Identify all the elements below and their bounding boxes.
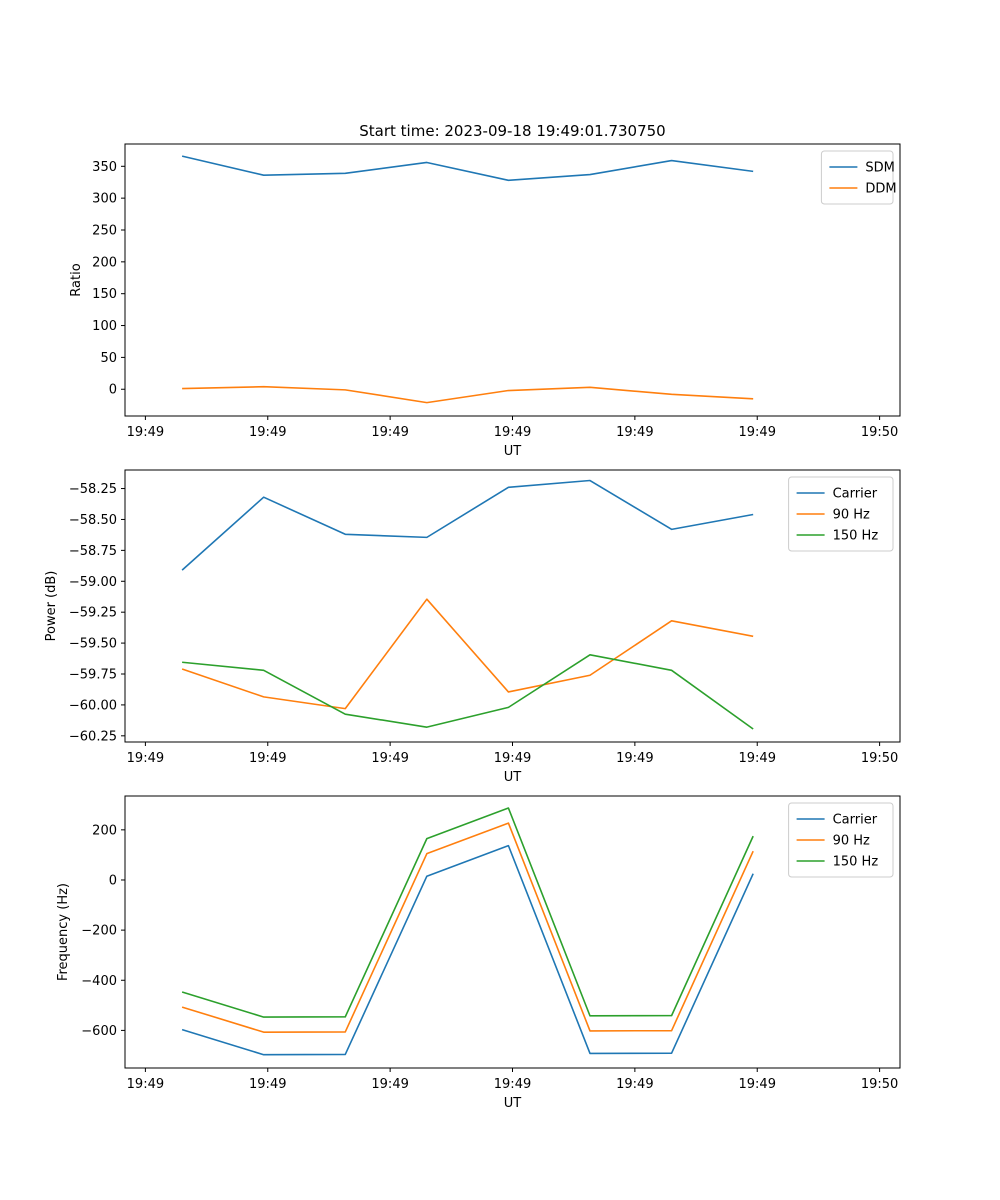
x-tick-label: 19:49 <box>739 1077 776 1092</box>
y-tick-label: −59.50 <box>69 637 117 652</box>
subplots: 19:49 19:49 19:49 19:49 19:49 19:49 19:50 0 50 10… <box>44 143 901 1111</box>
y-tick-label: −200 <box>81 924 117 939</box>
legend-label: 90 Hz <box>833 508 870 523</box>
legend-box <box>788 476 894 552</box>
x-tick-label: 19:49 <box>249 751 286 766</box>
legend-label: SDM <box>865 161 894 176</box>
y-tick-label: 200 <box>92 255 117 270</box>
x-tick-label: 19:50 <box>861 425 898 440</box>
x-tick-label: 19:49 <box>616 425 653 440</box>
series-line-90-hz <box>181 822 754 1033</box>
x-tick-label: 19:49 <box>127 1077 164 1092</box>
y-tick-label: 50 <box>100 351 117 366</box>
x-tick-label: 19:50 <box>861 751 898 766</box>
y-tick-label: −400 <box>81 974 117 989</box>
x-tick-label: 19:49 <box>494 1077 531 1092</box>
y-tick-label: −600 <box>81 1024 117 1039</box>
legend-label: 150 Hz <box>833 855 879 870</box>
axes-frame <box>124 795 901 1069</box>
y-tick-label: 300 <box>92 192 117 207</box>
y-axis-label: Frequency (Hz) <box>56 883 71 981</box>
legend-label: 90 Hz <box>833 834 870 849</box>
y-axis-label: Ratio <box>69 263 84 296</box>
legend: Carrier 90 Hz 150 Hz <box>788 802 894 878</box>
legend-label: Carrier <box>833 813 878 828</box>
x-tick-label: 19:49 <box>739 425 776 440</box>
x-tick-label: 19:49 <box>127 751 164 766</box>
figure-title: Start time: 2023-09-18 19:49:01.730750 <box>359 122 665 140</box>
y-tick-label: 0 <box>109 873 117 888</box>
legend-label: Carrier <box>833 487 878 502</box>
y-tick-label: −58.50 <box>69 513 117 528</box>
x-tick-label: 19:49 <box>371 751 408 766</box>
legend-label: 150 Hz <box>833 529 879 544</box>
y-tick-label: −59.75 <box>69 668 117 683</box>
y-tick-label: 150 <box>92 287 117 302</box>
y-tick-label: −60.00 <box>69 698 117 713</box>
y-tick-label: −59.00 <box>69 575 117 590</box>
series-line-sdm <box>181 155 754 182</box>
power-panel: 19:49 19:49 19:49 19:49 19:49 19:49 19:50 −58.2… <box>44 469 901 785</box>
x-tick-label: 19:49 <box>127 425 164 440</box>
frequency-panel: 19:49 19:49 19:49 19:49 19:49 19:49 19:50 −600 −… <box>56 795 901 1111</box>
legend-label: DDM <box>865 182 896 197</box>
y-tick-label: −58.75 <box>69 544 117 559</box>
axes-frame <box>124 143 901 417</box>
x-tick-label: 19:49 <box>249 1077 286 1092</box>
series-line-carrier <box>181 479 754 571</box>
x-tick-label: 19:49 <box>249 425 286 440</box>
y-tick-label: −59.25 <box>69 606 117 621</box>
y-tick-label: 250 <box>92 223 117 238</box>
legend-box <box>788 802 894 878</box>
x-axis-label: UT <box>504 770 522 785</box>
ratio-panel: 19:49 19:49 19:49 19:49 19:49 19:49 19:50 0 50 10… <box>69 143 901 459</box>
y-tick-label: 0 <box>109 383 117 398</box>
y-tick-label: 100 <box>92 319 117 334</box>
y-tick-label: −58.25 <box>69 482 117 497</box>
legend: Carrier 90 Hz 150 Hz <box>788 476 894 552</box>
legend-box <box>820 150 894 205</box>
series-line-ddm <box>182 385 754 404</box>
x-tick-label: 19:50 <box>861 1077 898 1092</box>
y-tick-label: −60.25 <box>69 729 117 744</box>
x-tick-label: 19:49 <box>616 1077 653 1092</box>
axes-frame <box>124 469 901 743</box>
series-line-carrier <box>181 844 754 1056</box>
y-tick-label: 200 <box>92 823 117 838</box>
x-tick-label: 19:49 <box>371 425 408 440</box>
x-tick-label: 19:49 <box>494 751 531 766</box>
x-axis-label: UT <box>504 1096 522 1111</box>
legend: SDM DDM <box>820 150 897 205</box>
x-axis-label: UT <box>504 444 522 459</box>
x-tick-label: 19:49 <box>739 751 776 766</box>
x-tick-label: 19:49 <box>494 425 531 440</box>
x-tick-label: 19:49 <box>371 1077 408 1092</box>
series-line-150-hz <box>182 654 754 730</box>
y-axis-label: Power (dB) <box>44 571 59 642</box>
y-tick-label: 350 <box>92 160 117 175</box>
series-line-90-hz <box>181 598 754 710</box>
x-tick-label: 19:49 <box>616 751 653 766</box>
series-line-150-hz <box>181 807 754 1018</box>
